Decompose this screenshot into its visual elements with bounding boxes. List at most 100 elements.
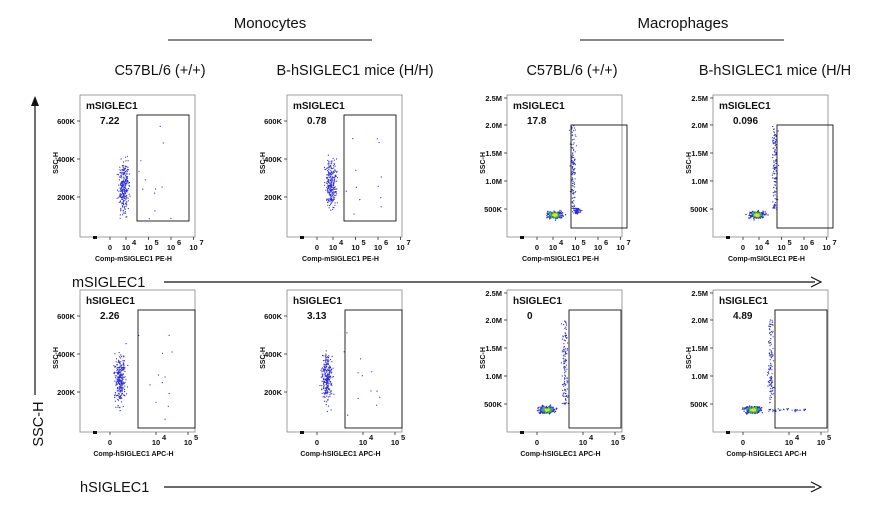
y-tick-label: 1.0M (485, 177, 502, 186)
data-point (559, 214, 561, 216)
data-point (774, 168, 776, 170)
data-point (120, 193, 122, 195)
x-tick-label: 10 (611, 438, 619, 447)
data-point (547, 210, 549, 213)
x-axis-label: Comp-mSIGLEC1 PE-H (728, 256, 805, 263)
gate-value: 7.22 (100, 116, 120, 127)
data-point (545, 410, 548, 412)
data-point (331, 160, 333, 162)
data-point (773, 170, 775, 172)
data-point (122, 379, 124, 381)
data-point (124, 368, 126, 370)
data-point (573, 212, 575, 214)
x-tick-label: 10 (122, 243, 130, 252)
data-point (562, 395, 565, 397)
data-point (565, 326, 567, 328)
data-point (124, 212, 126, 214)
x-tick-exponent: 7 (627, 238, 631, 247)
data-point (742, 407, 744, 409)
data-point (770, 343, 773, 345)
data-point (333, 182, 335, 184)
data-point (334, 202, 336, 204)
data-point (333, 159, 335, 161)
data-point (334, 169, 336, 171)
data-point (565, 351, 567, 353)
data-point (563, 346, 566, 348)
data-point (334, 186, 336, 188)
data-point (329, 177, 331, 179)
data-point (119, 395, 121, 398)
x-tick-exponent: 5 (582, 238, 586, 247)
data-point (126, 204, 128, 206)
data-point (329, 389, 331, 391)
data-point (122, 179, 124, 181)
data-point (118, 359, 120, 361)
data-point (334, 194, 336, 196)
data-point (573, 182, 576, 184)
data-point (115, 406, 117, 408)
gate-value: 0.78 (307, 116, 327, 127)
data-point (331, 371, 333, 373)
data-point (771, 352, 773, 354)
data-point (768, 353, 770, 355)
data-point (775, 177, 777, 179)
data-point (332, 172, 335, 174)
gate-rect (568, 309, 622, 429)
data-point (564, 361, 566, 363)
y-tick-label: 2.5M (691, 289, 708, 298)
data-point (572, 143, 574, 145)
data-point (773, 181, 775, 183)
data-point (772, 411, 774, 413)
data-point (119, 363, 121, 365)
data-point (772, 330, 774, 332)
data-point (114, 400, 116, 402)
data-point (564, 334, 566, 337)
data-point (331, 184, 333, 186)
data-point (564, 370, 566, 372)
data-point (771, 365, 773, 367)
data-point (329, 370, 331, 372)
data-point (566, 388, 568, 390)
data-point (119, 172, 121, 174)
data-point (121, 377, 123, 379)
data-point (148, 218, 150, 220)
x-tick-label: 10 (152, 438, 160, 447)
data-point (353, 213, 355, 215)
data-point (127, 166, 129, 169)
data-point (332, 157, 334, 159)
data-point (786, 408, 788, 410)
data-point (324, 374, 326, 376)
data-point (333, 191, 335, 193)
column-label-3: C57BL/6 (+/+) (526, 63, 617, 79)
data-point (324, 372, 326, 374)
gate-rect (136, 114, 190, 222)
data-point (572, 130, 575, 132)
data-point (749, 409, 752, 412)
data-point (564, 350, 566, 352)
data-point (762, 213, 764, 215)
data-point (772, 360, 775, 362)
arrow-right-icon (810, 276, 823, 288)
data-point (371, 371, 373, 373)
data-point (327, 171, 329, 173)
data-point (563, 383, 565, 385)
column-label-1: C57BL/6 (+/+) (114, 63, 205, 79)
data-point (122, 195, 124, 198)
data-point (161, 382, 163, 384)
data-point (117, 197, 119, 199)
data-point (581, 209, 583, 212)
data-point (328, 166, 330, 169)
data-point (563, 378, 566, 380)
data-point (331, 171, 333, 174)
data-point (330, 186, 332, 188)
data-point (117, 406, 119, 408)
data-point (328, 176, 330, 179)
data-point (572, 154, 574, 156)
data-point (380, 197, 382, 199)
data-point (331, 393, 333, 395)
data-point (123, 172, 125, 174)
data-point (123, 176, 125, 178)
data-point (771, 387, 773, 390)
data-point (119, 410, 121, 412)
data-point (571, 131, 573, 133)
